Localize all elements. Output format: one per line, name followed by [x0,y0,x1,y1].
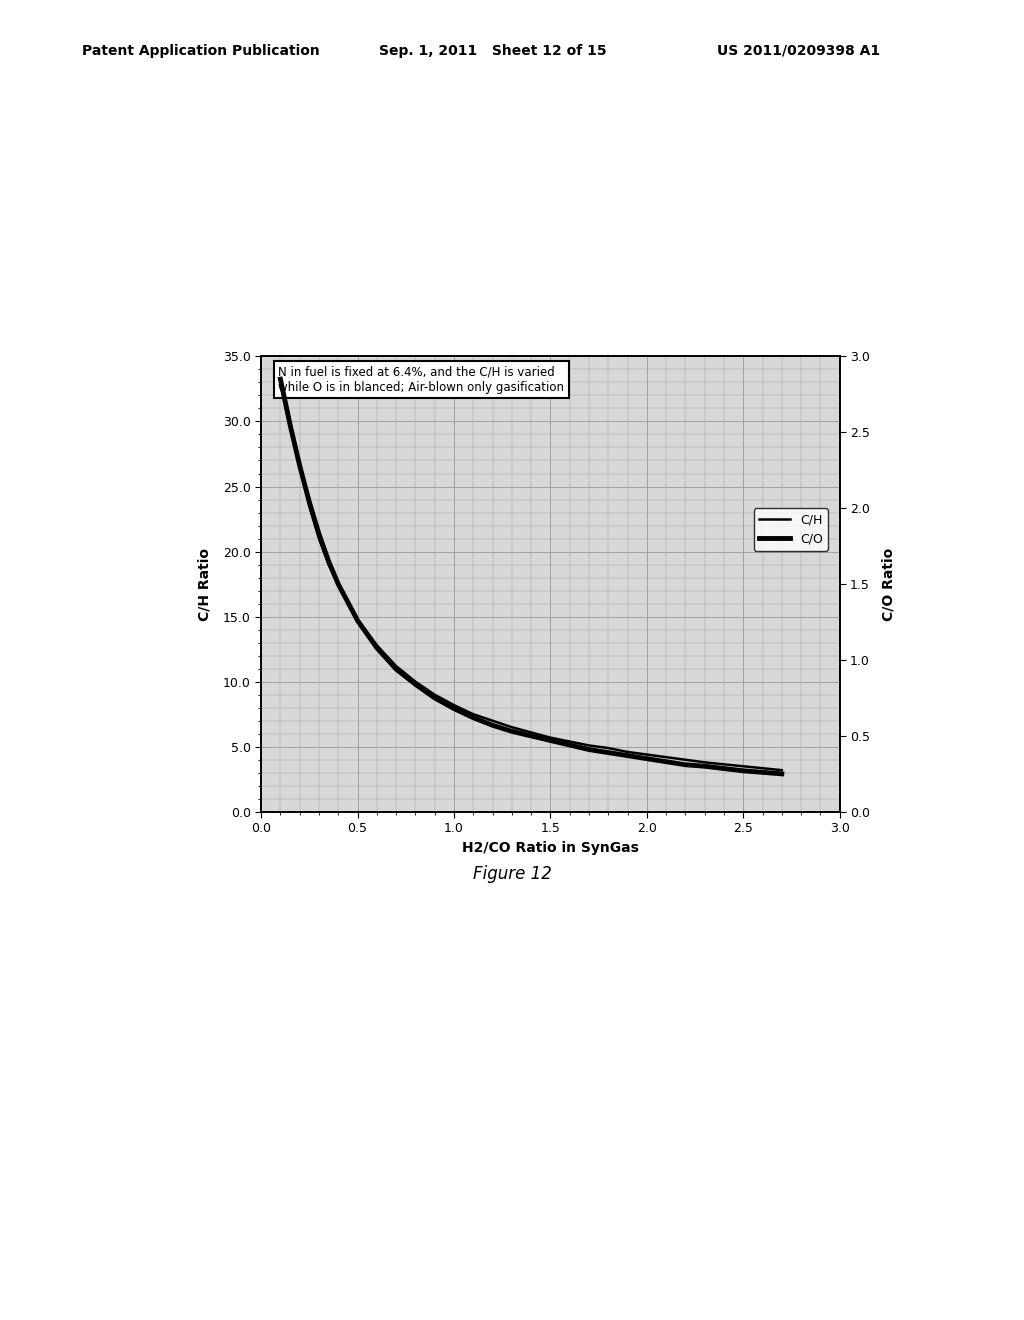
C/H [698,755,711,771]
C/H [486,713,499,729]
C/O [698,758,711,774]
C/O [303,494,315,510]
C/H [323,557,335,573]
Text: N in fuel is fixed at 6.4%, and the C/H is varied
while O is in blanced; Air-blo: N in fuel is fixed at 6.4%, and the C/H … [279,366,564,393]
C/H [313,531,326,546]
C/H [274,368,287,384]
Legend: C/H, C/O: C/H, C/O [754,508,827,550]
C/O [506,723,518,739]
Text: Patent Application Publication: Patent Application Publication [82,44,319,58]
C/H [776,762,788,777]
C/H [294,459,306,475]
C/H [525,725,538,741]
C/H [284,413,296,429]
C/H [718,756,730,772]
C/H [467,706,479,722]
C/H [641,747,653,763]
C/H [371,638,383,653]
C/H [622,744,634,760]
C/O [659,754,672,770]
C/O [447,701,460,717]
C/H [737,758,750,774]
C/O [371,640,383,656]
C/O [776,766,788,781]
C/O [641,751,653,767]
C/H [428,686,440,702]
C/O [313,527,326,543]
C/O [737,763,750,779]
C/O [622,747,634,763]
C/H [602,741,614,756]
C/O [486,717,499,733]
C/O [351,612,364,628]
X-axis label: H2/CO Ratio in SynGas: H2/CO Ratio in SynGas [462,841,639,855]
C/H [506,719,518,735]
Text: Sep. 1, 2011   Sheet 12 of 15: Sep. 1, 2011 Sheet 12 of 15 [379,44,606,58]
Text: Figure 12: Figure 12 [472,865,552,883]
Line: C/O: C/O [281,379,782,774]
C/H [583,738,595,754]
C/H [447,697,460,713]
C/O [274,371,287,387]
C/O [284,417,296,433]
C/O [467,710,479,726]
C/O [602,744,614,760]
Y-axis label: C/O Ratio: C/O Ratio [882,548,895,620]
C/O [332,576,344,591]
C/H [332,576,344,591]
C/O [525,729,538,744]
Y-axis label: C/H Ratio: C/H Ratio [198,548,212,620]
Text: US 2011/0209398 A1: US 2011/0209398 A1 [717,44,880,58]
C/O [679,756,691,772]
C/O [390,661,402,677]
C/H [303,498,315,513]
C/H [757,760,769,776]
C/H [679,752,691,768]
C/O [410,676,422,692]
C/O [563,737,575,752]
C/H [563,734,575,750]
C/H [390,659,402,675]
C/H [410,673,422,689]
C/O [583,742,595,758]
Line: C/H: C/H [281,376,782,770]
C/O [294,458,306,474]
C/O [323,553,335,569]
C/H [545,730,557,746]
C/O [428,690,440,706]
C/H [351,611,364,627]
C/O [718,760,730,776]
C/O [545,733,557,748]
C/H [659,750,672,766]
C/O [757,764,769,780]
